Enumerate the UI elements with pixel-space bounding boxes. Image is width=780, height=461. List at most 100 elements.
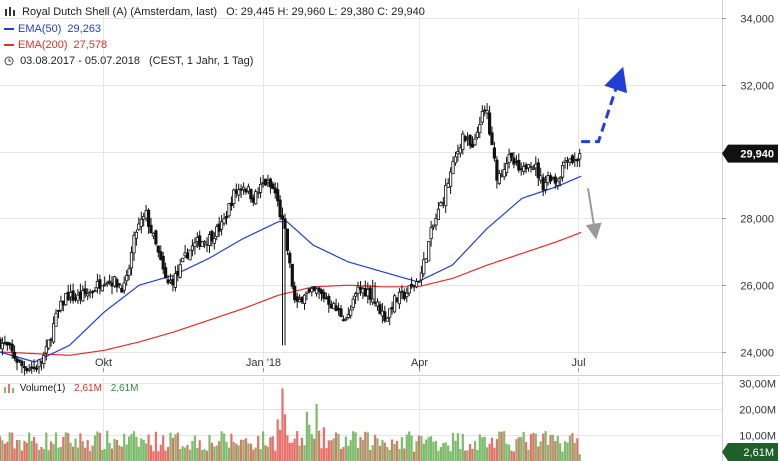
candle-body	[127, 268, 131, 276]
candle-body	[553, 176, 557, 184]
candle-body	[409, 283, 414, 287]
candle-body	[363, 287, 367, 297]
candle-body	[268, 178, 273, 188]
ema200-line	[0, 231, 582, 356]
volume-bar	[262, 431, 265, 461]
candle-body	[468, 134, 472, 146]
ema200-label: EMA(200)	[18, 39, 68, 51]
volume-bar	[193, 435, 196, 461]
candlestick-icon	[5, 7, 15, 17]
candle-body	[512, 157, 516, 165]
candle-body	[485, 110, 489, 114]
volume-bar	[305, 411, 308, 461]
volume-bar	[52, 443, 55, 461]
candle-body	[205, 243, 209, 246]
x-tick-label: Jan '18	[246, 357, 281, 369]
candle-body	[69, 291, 73, 298]
volume-bar	[198, 440, 201, 461]
candle-body	[198, 235, 202, 247]
candle-body	[509, 152, 514, 158]
volume-bar	[495, 439, 498, 461]
candle-body	[497, 173, 501, 184]
candle-body	[480, 111, 484, 123]
candle-body	[400, 290, 404, 293]
period-range: 03.08.2017 - 05.07.2018	[20, 55, 140, 67]
volume-bar	[510, 450, 513, 461]
candle-body	[419, 272, 424, 281]
volume-bar	[566, 442, 569, 461]
volume-bar	[137, 446, 140, 461]
volume-bar	[54, 432, 58, 461]
candle-body	[544, 182, 548, 190]
candle-body	[346, 314, 350, 319]
volume-bar	[132, 431, 136, 461]
volume-bar	[45, 432, 48, 461]
candle-body	[98, 279, 102, 289]
volume-bar	[490, 437, 494, 461]
volume-bar	[291, 442, 294, 461]
candle-body	[108, 280, 112, 283]
candle-body	[237, 189, 241, 196]
candle-body	[278, 199, 282, 218]
candle-body	[283, 218, 287, 229]
volume-bar	[420, 436, 423, 461]
volume-bar	[561, 451, 564, 461]
volume-bar	[405, 434, 408, 461]
volume-bar	[28, 432, 31, 461]
candle-body	[458, 147, 462, 154]
candle-body	[159, 251, 163, 260]
candle-body	[17, 359, 22, 362]
candle-body	[20, 360, 24, 366]
volume-bar	[327, 440, 330, 461]
ema50-legend: EMA(50) 29,263	[4, 22, 101, 36]
volume-bar	[442, 443, 445, 461]
volume-bar	[554, 441, 557, 461]
candle-body	[76, 294, 80, 301]
volume-bar	[276, 419, 279, 461]
volume-bar	[40, 447, 43, 461]
volume-bar	[374, 434, 377, 461]
candle-body	[173, 273, 177, 288]
ema200-value: 27,578	[73, 39, 108, 51]
volume-bar	[315, 403, 318, 461]
candle-body	[293, 285, 297, 301]
candle-body	[52, 323, 56, 343]
volume-bar	[413, 451, 416, 461]
volume-bar	[128, 436, 131, 461]
volume-bar	[147, 434, 150, 461]
candle-body	[210, 230, 214, 242]
candle-body	[8, 342, 12, 346]
volume-bar	[20, 450, 23, 461]
projection-up-arrow	[581, 66, 628, 144]
candle-body	[188, 249, 192, 261]
volume-bar	[439, 447, 442, 461]
candle-body	[117, 283, 121, 286]
volume-bar	[527, 449, 530, 461]
candle-body	[390, 306, 394, 310]
volume-bar	[469, 444, 472, 461]
volume-bar	[259, 449, 262, 461]
candle-body	[517, 159, 521, 171]
candle-body	[239, 188, 243, 191]
candle-body	[434, 217, 438, 226]
candle-body	[490, 132, 494, 145]
candle-body	[232, 189, 236, 204]
candle-body	[526, 164, 531, 169]
candle-body	[256, 191, 260, 194]
volume-bar	[113, 439, 116, 461]
volume-bar	[57, 447, 60, 461]
candle-body	[334, 305, 338, 312]
candle-body	[470, 143, 475, 148]
candle-body	[492, 147, 497, 159]
volume-bar	[8, 432, 11, 461]
volume-bar	[478, 434, 481, 461]
volume-bar	[337, 434, 340, 461]
candle-body	[414, 281, 419, 288]
candle-body	[190, 245, 194, 251]
candle-body	[34, 367, 39, 370]
y-tick-label: 34,000	[740, 14, 774, 26]
volume-bar	[444, 442, 447, 461]
candle-body	[502, 169, 506, 178]
volume-bar	[91, 445, 94, 461]
candle-body	[273, 187, 277, 194]
